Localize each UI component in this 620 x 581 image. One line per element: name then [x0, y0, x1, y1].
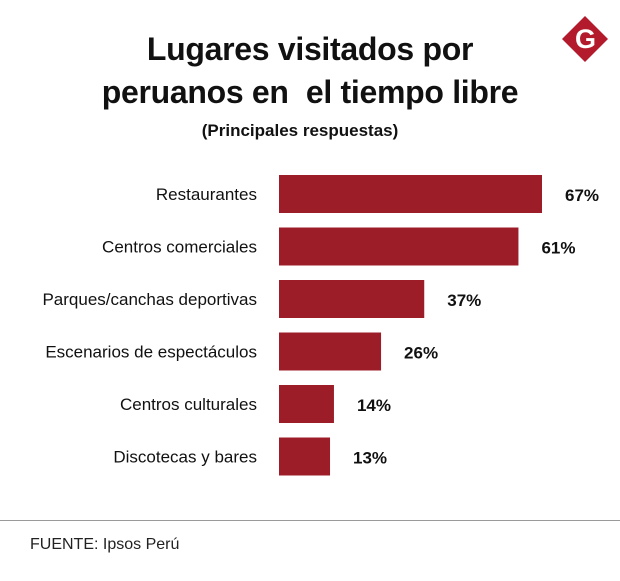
value-label: 13%	[353, 449, 387, 468]
value-label: 14%	[357, 396, 391, 415]
source-note: FUENTE: Ipsos Perú	[30, 536, 180, 553]
category-label: Escenarios de espectáculos	[45, 343, 257, 362]
bar	[279, 280, 425, 318]
category-label: Parques/canchas deportivas	[42, 290, 257, 309]
brand-logo-icon: G	[562, 16, 608, 62]
value-label: 37%	[447, 291, 481, 310]
brand-logo-letter: G	[575, 24, 596, 54]
bar	[279, 175, 542, 213]
bar	[279, 227, 519, 266]
category-label: Discotecas y bares	[113, 448, 257, 467]
value-label: 61%	[541, 239, 575, 258]
chart-title: Lugares visitados por peruanos en el tie…	[101, 31, 519, 110]
category-label: Centros comerciales	[102, 238, 257, 257]
footer-divider	[0, 520, 620, 521]
category-label: Restaurantes	[156, 185, 257, 204]
category-label: Centros culturales	[120, 395, 257, 414]
bar	[279, 332, 382, 371]
brand-logo-diamond	[562, 16, 608, 62]
value-label: 67%	[565, 186, 599, 205]
value-label: 26%	[404, 344, 438, 363]
bar	[279, 437, 331, 476]
chart-subtitle: (Principales respuestas)	[201, 121, 399, 140]
bar	[279, 385, 334, 423]
